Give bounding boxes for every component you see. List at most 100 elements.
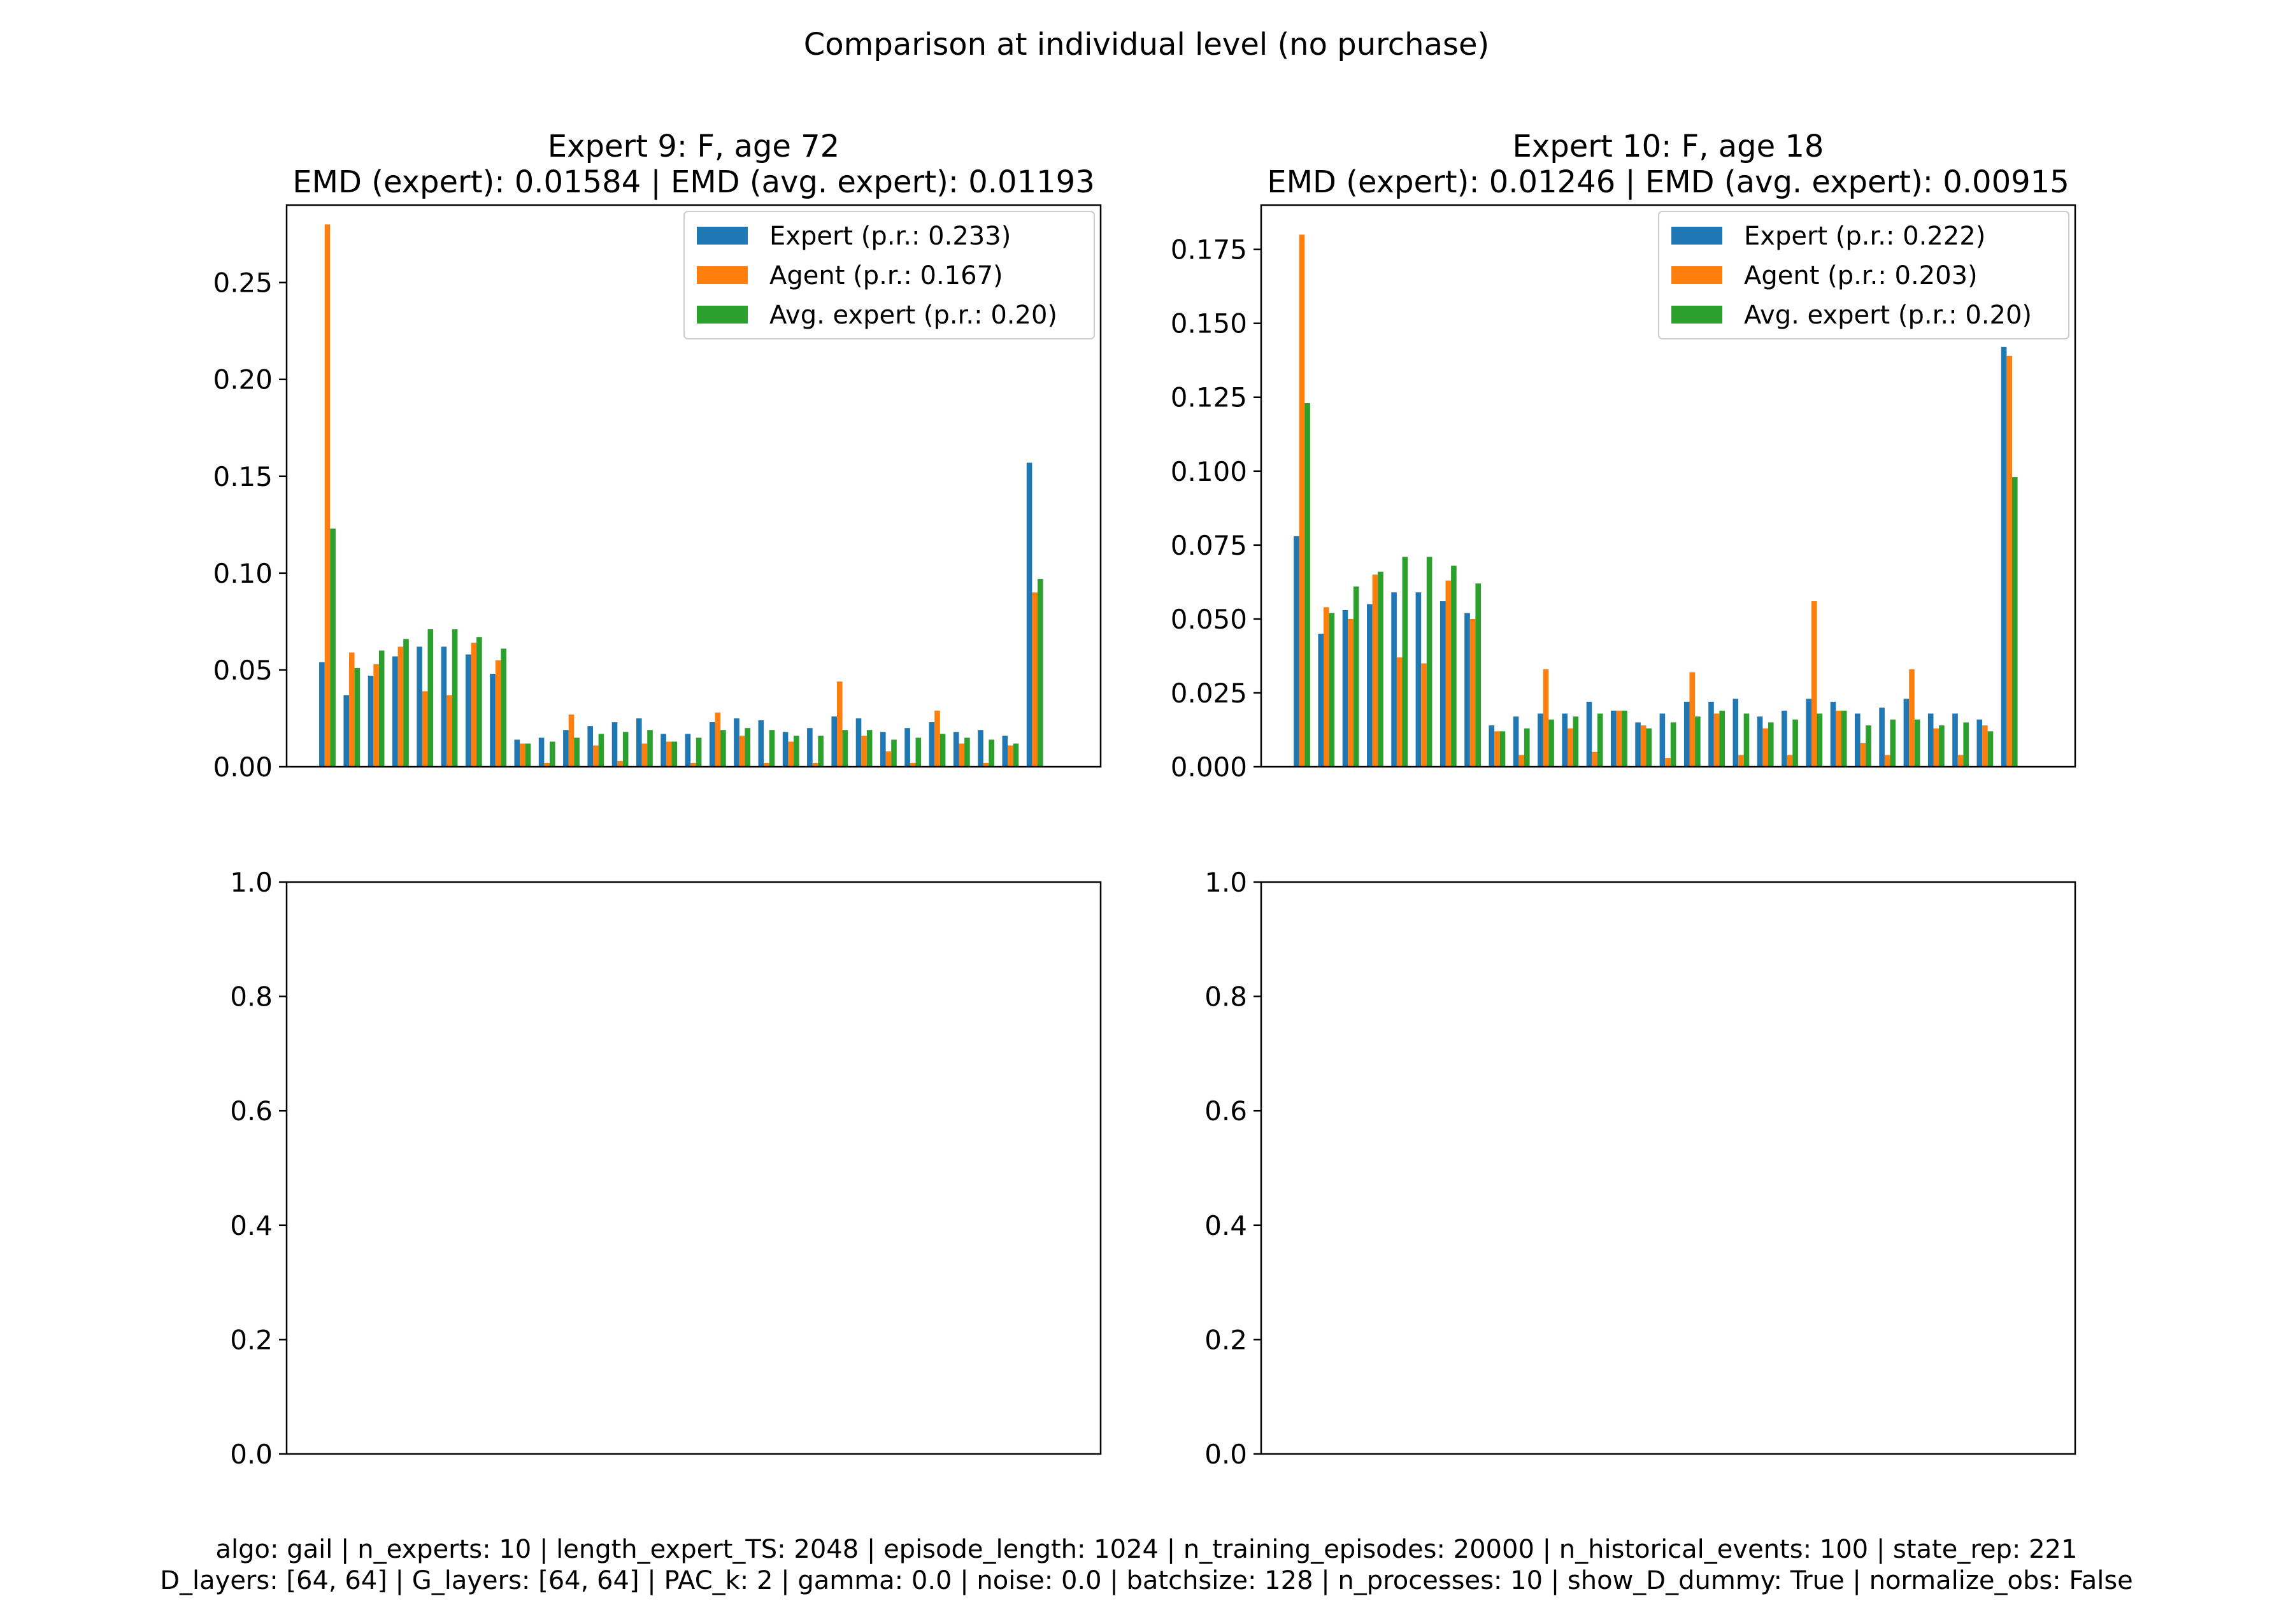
bar-expert-15 (661, 734, 666, 767)
bar-expert-17 (709, 722, 715, 767)
bar-agent-6 (1421, 663, 1427, 767)
bar-avg_expert-1 (1304, 403, 1310, 767)
bar-agent-19 (764, 762, 769, 767)
bar-avg_expert-18 (1719, 710, 1725, 767)
bar-agent-9 (520, 743, 525, 767)
bar-agent-27 (959, 743, 965, 767)
bar-avg_expert-22 (1817, 713, 1823, 767)
bar-avg_expert-28 (989, 739, 994, 767)
bar-agent-5 (1396, 657, 1403, 767)
bar-avg_expert-2 (1329, 613, 1335, 767)
bar-agent-10 (1518, 755, 1524, 767)
bar-expert-4 (392, 656, 398, 767)
bar-avg_expert-6 (452, 629, 458, 767)
bar-avg_expert-15 (671, 741, 678, 767)
bar-avg_expert-8 (501, 648, 506, 767)
bar-avg_expert-24 (1866, 725, 1871, 767)
bar-avg_expert-20 (1768, 722, 1774, 767)
bar-avg_expert-19 (769, 730, 775, 767)
bar-avg_expert-5 (1402, 557, 1408, 767)
bar-avg_expert-4 (1378, 571, 1383, 767)
bar-expert-27 (1927, 713, 1934, 767)
bar-expert-8 (1464, 613, 1470, 767)
bar-agent-22 (837, 681, 843, 767)
legend-label-expert: Expert (p.r.: 0.222) (1744, 222, 1985, 251)
bar-expert-22 (831, 716, 837, 767)
bar-avg_expert-11 (574, 737, 580, 767)
bar-agent-9 (1494, 731, 1500, 767)
bar-avg_expert-16 (696, 737, 702, 767)
bar-avg_expert-26 (939, 734, 946, 767)
y-tick-label: 0.05 (213, 655, 273, 686)
bar-expert-14 (636, 718, 642, 767)
bar-avg_expert-11 (1548, 719, 1554, 767)
bar-avg_expert-23 (866, 730, 873, 767)
bar-avg_expert-6 (1426, 557, 1432, 767)
y-tick-label: 0.2 (230, 1324, 273, 1355)
bar-agent-24 (1860, 743, 1866, 767)
bar-agent-3 (1348, 618, 1354, 767)
panel-title-line1: Expert 9: F, age 72 (548, 129, 839, 164)
bar-expert-16 (1659, 713, 1666, 767)
bar-expert-7 (465, 654, 471, 767)
bar-expert-25 (1879, 708, 1885, 767)
bar-expert-25 (904, 728, 910, 767)
bar-avg_expert-9 (1499, 731, 1506, 767)
bar-avg_expert-23 (1841, 710, 1847, 767)
bar-expert-6 (1415, 592, 1422, 767)
y-tick-label: 0.0 (1204, 1439, 1247, 1470)
bar-avg_expert-17 (1695, 716, 1701, 767)
y-tick-label: 0.100 (1171, 456, 1247, 487)
axes-frame (1260, 204, 2076, 768)
figure-title: Comparison at individual level (no purch… (804, 27, 1490, 62)
bar-expert-2 (343, 695, 349, 767)
bar-agent-11 (568, 714, 575, 767)
bar-expert-13 (1586, 701, 1592, 767)
bar-expert-10 (538, 737, 545, 767)
chart-panel-4: 0.0 0.2 0.4 0.6 0.8 1.0 (1204, 867, 2076, 1470)
bar-expert-10 (1513, 716, 1519, 767)
bar-expert-24 (880, 732, 886, 767)
bar-expert-20 (1757, 716, 1763, 767)
bar-agent-28 (983, 762, 989, 767)
y-tick-label: 0.4 (230, 1210, 273, 1241)
bar-agent-8 (495, 660, 501, 767)
bar-agent-15 (1640, 725, 1647, 767)
bar-agent-28 (1957, 755, 1964, 767)
bar-agent-11 (1543, 669, 1549, 767)
legend-swatch-expert (697, 227, 748, 245)
bar-expert-7 (1439, 601, 1446, 767)
bar-avg_expert-8 (1475, 583, 1481, 767)
bar-agent-1 (1299, 234, 1305, 767)
bar-agent-18 (1713, 713, 1720, 767)
bar-avg_expert-30 (1038, 578, 1043, 767)
chart-panel-3: 0.0 0.2 0.4 0.6 0.8 1.0 (230, 867, 1102, 1470)
bar-avg_expert-1 (330, 528, 336, 767)
bar-expert-26 (1903, 699, 1910, 767)
bar-expert-18 (734, 718, 739, 767)
panel-title-line2: EMD (expert): 0.01584 | EMD (avg. expert… (292, 164, 1094, 200)
y-tick-label: 1.0 (230, 867, 273, 898)
bar-agent-25 (1884, 755, 1890, 767)
bar-avg_expert-17 (720, 730, 726, 767)
bar-agent-4 (397, 646, 404, 767)
bar-expert-28 (978, 730, 983, 767)
bar-expert-6 (441, 646, 447, 767)
bar-agent-30 (2006, 355, 2012, 767)
legend-box (683, 211, 1095, 339)
legend-label-expert: Expert (p.r.: 0.233) (769, 222, 1011, 251)
bar-avg_expert-7 (1451, 566, 1457, 767)
bar-agent-17 (715, 712, 721, 767)
bar-agent-21 (812, 762, 818, 767)
bar-agent-12 (1568, 728, 1573, 767)
bar-expert-21 (807, 728, 813, 767)
bar-agent-1 (324, 224, 331, 767)
y-tick-label: 0.20 (213, 364, 273, 395)
y-tick-label: 0.6 (1204, 1095, 1247, 1127)
bar-avg_expert-5 (427, 629, 434, 767)
legend-swatch-agent (697, 266, 748, 284)
bar-expert-28 (1952, 713, 1958, 767)
